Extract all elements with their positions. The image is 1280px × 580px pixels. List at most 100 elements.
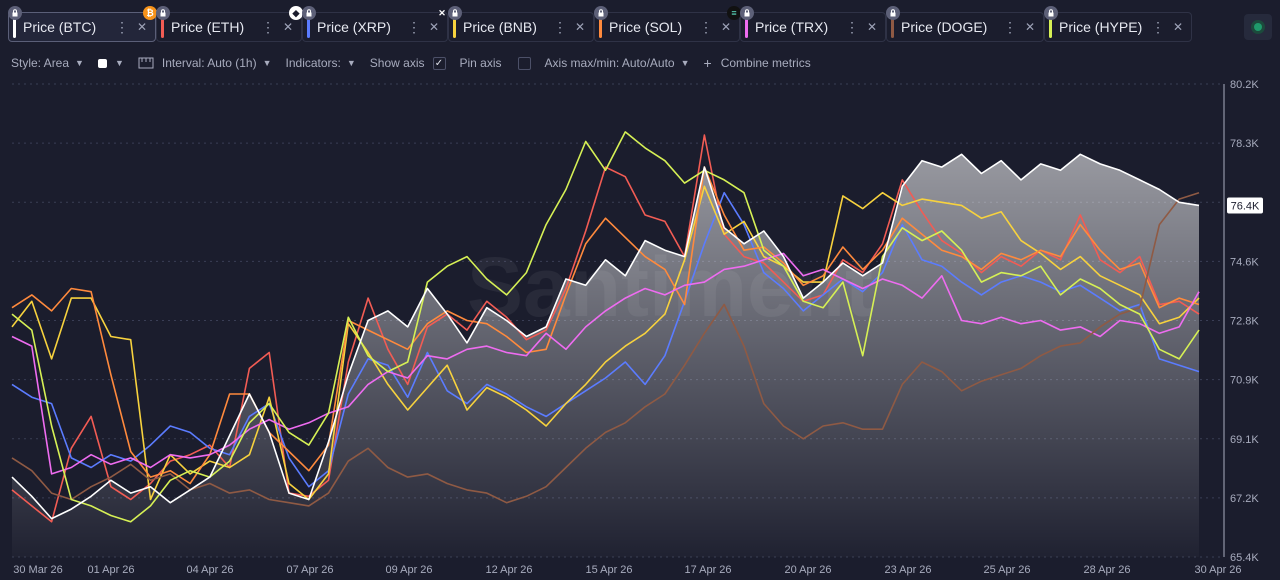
series-color-indicator: [1049, 18, 1052, 38]
tab-price-eth[interactable]: Price (ETH) ⋮ ✕ ◆: [156, 6, 303, 42]
connection-status-button[interactable]: [1244, 14, 1272, 40]
style-dropdown[interactable]: Style: Area ▼: [11, 56, 84, 70]
more-options-icon[interactable]: ⋮: [553, 19, 567, 35]
solana-icon: ≡: [727, 6, 741, 20]
x-tick-label: 23 Apr 26: [884, 564, 931, 576]
close-icon[interactable]: ✕: [721, 20, 732, 34]
tab-label: Price (HYPE): [1059, 19, 1143, 35]
interval-dropdown[interactable]: Interval: Auto (1h) ▼: [138, 56, 272, 70]
show-axis-checkbox[interactable]: ✓: [432, 56, 446, 70]
combine-metrics-button[interactable]: + Combine metrics: [703, 55, 811, 71]
series-color-indicator: [891, 18, 894, 38]
x-tick-label: 04 Apr 26: [186, 564, 233, 576]
close-icon[interactable]: ✕: [429, 20, 440, 34]
x-tick-label: 30 Apr 26: [1194, 564, 1241, 576]
plus-icon: +: [703, 55, 712, 71]
tab-label: Price (ETH): [171, 19, 245, 35]
chevron-down-icon: ▼: [75, 58, 84, 68]
chart-toolbar: Style: Area ▼ ▼ Interval: Auto (1h) ▼ Indi…: [11, 54, 825, 72]
x-tick-label: 07 Apr 26: [286, 564, 333, 576]
bitcoin-icon: ₿: [143, 6, 157, 20]
close-icon[interactable]: ✕: [137, 20, 148, 34]
x-tick-label: 25 Apr 26: [983, 564, 1030, 576]
more-options-icon[interactable]: ⋮: [407, 19, 421, 35]
x-tick-label: 30 Mar 26: [13, 564, 63, 576]
y-tick-label: 78.3K: [1230, 138, 1259, 150]
xrp-icon: ✕: [438, 7, 446, 18]
tab-label: Price (TRX): [755, 19, 829, 35]
more-options-icon[interactable]: ⋮: [699, 19, 713, 35]
series-line-price-doge: [11, 191, 1200, 507]
more-options-icon[interactable]: ⋮: [1151, 19, 1165, 35]
status-dot-icon: [1254, 23, 1262, 31]
more-options-icon[interactable]: ⋮: [1003, 19, 1017, 35]
close-icon[interactable]: ✕: [867, 20, 878, 34]
lock-icon: [740, 6, 754, 20]
y-tick-label: 80.2K: [1230, 79, 1259, 91]
lock-icon: [448, 6, 462, 20]
series-line-price-eth: [11, 134, 1200, 523]
series-line-price-bnb: [11, 185, 1200, 501]
x-tick-label: 12 Apr 26: [485, 564, 532, 576]
tab-price-hype[interactable]: Price (HYPE) ⋮ ✕: [1044, 6, 1192, 42]
tab-price-bnb[interactable]: Price (BNB) ⋮ ✕: [448, 6, 594, 42]
pin-axis-checkbox[interactable]: [517, 56, 531, 70]
show-axis-toggle[interactable]: Show axis ✓: [370, 56, 446, 70]
x-tick-label: 01 Apr 26: [87, 564, 134, 576]
tab-label: Price (DOGE): [901, 19, 988, 35]
ethereum-icon: ◆: [289, 6, 303, 20]
series-line-price-trx: [11, 252, 1200, 475]
current-value-label: 76.4K: [1231, 200, 1260, 212]
tab-label: Price (SOL): [609, 19, 683, 35]
chevron-down-icon: ▼: [114, 58, 124, 68]
chevron-down-icon: ▼: [680, 58, 690, 68]
y-tick-label: 74.6K: [1230, 256, 1259, 268]
interval-icon: [138, 57, 154, 69]
y-tick-label: 72.8K: [1230, 316, 1259, 328]
x-tick-label: 28 Apr 26: [1083, 564, 1130, 576]
tab-price-btc[interactable]: Price (BTC) ⋮ ✕ ₿: [8, 6, 157, 42]
price-chart[interactable]: Santiment 80.2K78.3K76.4K74.6K72.8K70.9K…: [0, 76, 1280, 580]
tab-label: Price (BNB): [463, 19, 537, 35]
close-icon[interactable]: ✕: [1173, 20, 1184, 34]
y-tick-label: 65.4K: [1230, 552, 1259, 564]
tab-price-trx[interactable]: Price (TRX) ⋮ ✕: [740, 6, 886, 42]
color-picker[interactable]: ▼: [97, 58, 124, 68]
metric-tabs: Price (BTC) ⋮ ✕ ₿ Price (ETH) ⋮ ✕ ◆ Price (XRP) ⋮…: [8, 6, 1192, 42]
lock-icon: [302, 6, 316, 20]
series-color-indicator: [745, 18, 748, 38]
indicators-dropdown[interactable]: Indicators: ▼: [285, 56, 356, 70]
current-value-badge: [1227, 197, 1263, 214]
close-icon[interactable]: ✕: [1025, 20, 1036, 34]
lock-icon: [1044, 6, 1058, 20]
pin-axis-toggle[interactable]: Pin axis: [460, 56, 531, 70]
tab-price-sol[interactable]: Price (SOL) ⋮ ✕ ≡: [594, 6, 741, 42]
y-tick-label: 69.1K: [1230, 434, 1259, 446]
x-axis: 30 Mar 26 01 Apr 26 04 Apr 26 07 Apr 26 09 A…: [13, 564, 1241, 576]
x-tick-label: 15 Apr 26: [585, 564, 632, 576]
series-line-price-xrp: [11, 191, 1200, 488]
x-tick-label: 20 Apr 26: [784, 564, 831, 576]
series-color-indicator: [599, 18, 602, 38]
tab-price-doge[interactable]: Price (DOGE) ⋮ ✕: [886, 6, 1044, 42]
series-color-indicator: [307, 18, 310, 38]
chevron-down-icon: ▼: [346, 58, 356, 68]
series-line-price-btc: [11, 153, 1200, 520]
tab-label: Price (XRP): [317, 19, 391, 35]
color-swatch-icon: [97, 58, 107, 68]
series-color-indicator: [453, 18, 456, 38]
y-tick-label: 70.9K: [1230, 375, 1259, 387]
lock-icon: [594, 6, 608, 20]
axis-max-min-dropdown[interactable]: Axis max/min: Auto/Auto ▼: [544, 56, 690, 70]
more-options-icon[interactable]: ⋮: [115, 19, 129, 35]
close-icon[interactable]: ✕: [575, 20, 586, 34]
more-options-icon[interactable]: ⋮: [261, 19, 275, 35]
more-options-icon[interactable]: ⋮: [845, 19, 859, 35]
close-icon[interactable]: ✕: [283, 20, 294, 34]
chevron-down-icon: ▼: [262, 58, 272, 68]
tab-price-xrp[interactable]: Price (XRP) ⋮ ✕ ✕: [302, 6, 448, 42]
series-color-indicator: [161, 18, 164, 38]
chart-area: [12, 154, 1199, 558]
lock-icon: [886, 6, 900, 20]
tab-label: Price (BTC): [23, 19, 97, 35]
